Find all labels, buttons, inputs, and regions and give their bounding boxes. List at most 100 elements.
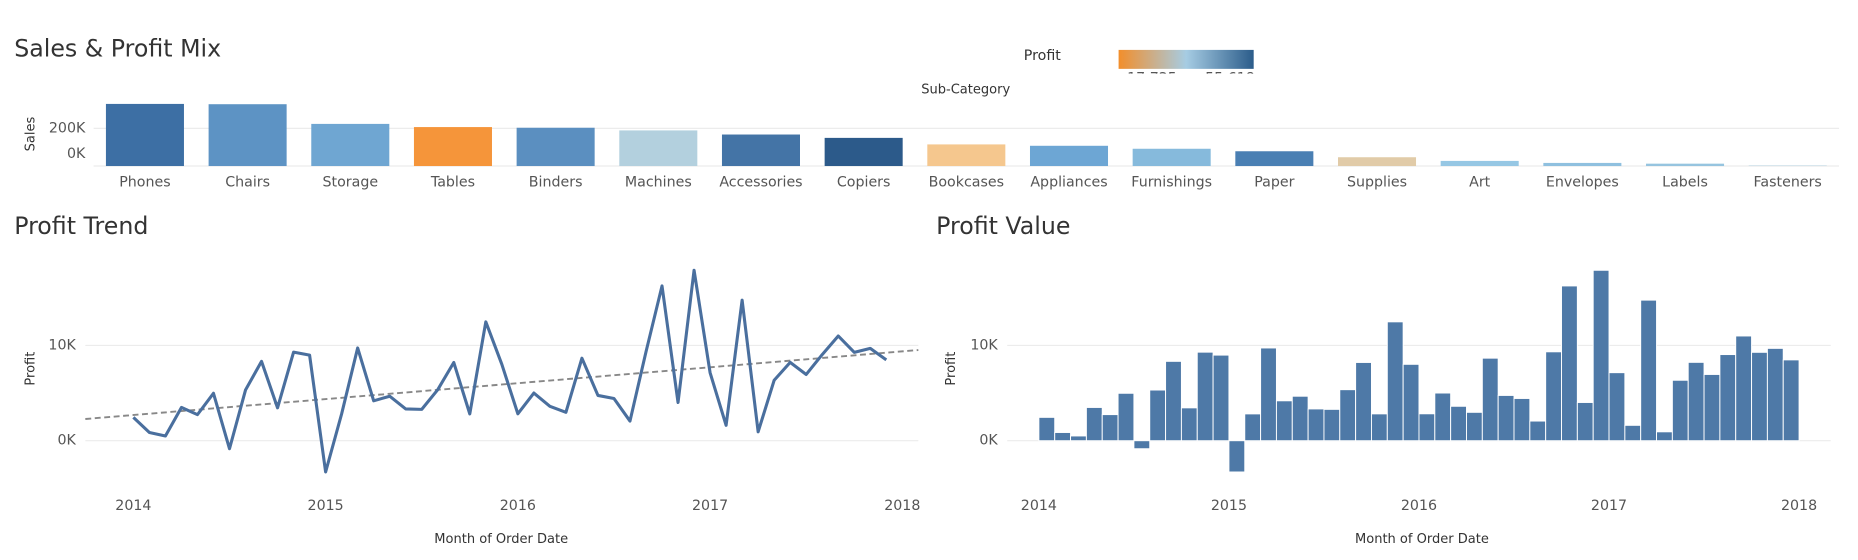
bar [1260, 347, 1277, 442]
bar [105, 103, 184, 167]
bar [1337, 157, 1417, 167]
x-tick-label: Envelopes [1546, 175, 1619, 191]
bar [1529, 420, 1547, 442]
bar [1576, 402, 1594, 442]
bar [1640, 299, 1658, 442]
x-tick-label: Binders [529, 175, 583, 191]
bar [1054, 432, 1072, 442]
bar [1339, 389, 1357, 442]
legend-max-label: 55,618 [1205, 70, 1255, 86]
x-tick-label: 2016 [500, 498, 536, 514]
bar [1513, 398, 1531, 442]
y-tick-label: 10K [970, 337, 998, 353]
bar [1370, 413, 1388, 442]
bar [1291, 395, 1309, 442]
bar [1149, 389, 1167, 442]
bar [1029, 145, 1109, 167]
bar [1671, 379, 1689, 442]
bar [1133, 440, 1151, 450]
bar [1434, 392, 1452, 442]
bar [1748, 165, 1827, 167]
x-tick-label: 2017 [1591, 498, 1627, 514]
bar [1766, 347, 1784, 442]
bar [1275, 400, 1293, 442]
trend-line [85, 349, 919, 420]
x-tick-label: Copiers [837, 175, 891, 191]
x-tick-label: Fasteners [1754, 175, 1822, 191]
x-tick-label: Phones [119, 175, 170, 191]
bar [1196, 351, 1214, 442]
x-axis-title: Month of Order Date [1355, 532, 1489, 547]
bar [1440, 160, 1519, 167]
bar [1624, 424, 1642, 442]
y-tick-label: 10K [48, 337, 76, 353]
legend-gradient [1118, 49, 1254, 69]
bar [1703, 373, 1721, 442]
bar [619, 130, 698, 167]
y-axis-title: Sales [23, 116, 38, 151]
bar [1735, 335, 1753, 442]
x-tick-label: Storage [323, 175, 379, 191]
bar [1561, 285, 1578, 442]
bar [413, 127, 492, 167]
y-axis-title: Profit [23, 352, 38, 386]
bar [1782, 359, 1800, 442]
x-tick-label: Paper [1254, 175, 1294, 191]
y-tick-label: 200K [49, 120, 86, 136]
line [132, 268, 888, 474]
y-tick-label: 0K [67, 146, 86, 162]
bar [1656, 431, 1673, 442]
bar [1386, 321, 1404, 442]
bar [1323, 408, 1341, 442]
y-axis-title: Profit [944, 352, 959, 386]
x-tick-label: 2017 [692, 498, 728, 514]
bar [1038, 416, 1056, 442]
bar [1592, 269, 1610, 442]
chart-title: Sales & Profit Mix [14, 34, 221, 62]
bar [1543, 162, 1622, 167]
bar [1117, 392, 1135, 442]
bar [1212, 354, 1230, 442]
bar [1751, 351, 1768, 442]
legend-labels: -17,725 55,618 [1122, 70, 1255, 86]
bar [1450, 405, 1467, 442]
x-tick-label: 2018 [1781, 498, 1817, 514]
bar [1719, 354, 1737, 442]
bar [1497, 394, 1515, 442]
x-axis-title: Sub-Category [921, 83, 1010, 98]
x-tick-label: Furnishings [1131, 175, 1212, 191]
x-tick-label: 2016 [1401, 498, 1437, 514]
bar [1418, 413, 1436, 442]
bar [927, 144, 1006, 167]
bar [208, 104, 287, 167]
y-tick-label: 0K [979, 433, 998, 449]
bar [516, 127, 595, 167]
x-tick-label: 2014 [1021, 498, 1057, 514]
bar [1228, 440, 1246, 473]
bar [1235, 151, 1314, 167]
x-tick-label: Chairs [225, 175, 270, 191]
bar [1307, 408, 1325, 442]
bar [1085, 406, 1103, 442]
legend-min-label: -17,725 [1122, 70, 1177, 86]
bar [1481, 357, 1499, 442]
bar [1180, 407, 1198, 442]
bar [824, 137, 903, 167]
x-tick-label: 2014 [115, 498, 151, 514]
y-tick-label: 0K [57, 433, 76, 449]
chart-title: Profit Trend [14, 212, 148, 240]
legend-title: Profit [1024, 48, 1061, 64]
x-tick-label: 2018 [884, 498, 920, 514]
x-tick-label: Tables [430, 175, 475, 191]
bar [1466, 411, 1483, 442]
x-tick-label: Bookcases [929, 175, 1004, 191]
x-axis-title: Month of Order Date [434, 532, 568, 547]
chart-title: Profit Value [936, 212, 1070, 240]
x-tick-label: Art [1469, 175, 1491, 191]
bar [1545, 351, 1562, 442]
bar [1165, 360, 1182, 442]
x-tick-label: Supplies [1347, 175, 1407, 191]
bar [311, 123, 390, 167]
x-tick-label: 2015 [1211, 498, 1247, 514]
